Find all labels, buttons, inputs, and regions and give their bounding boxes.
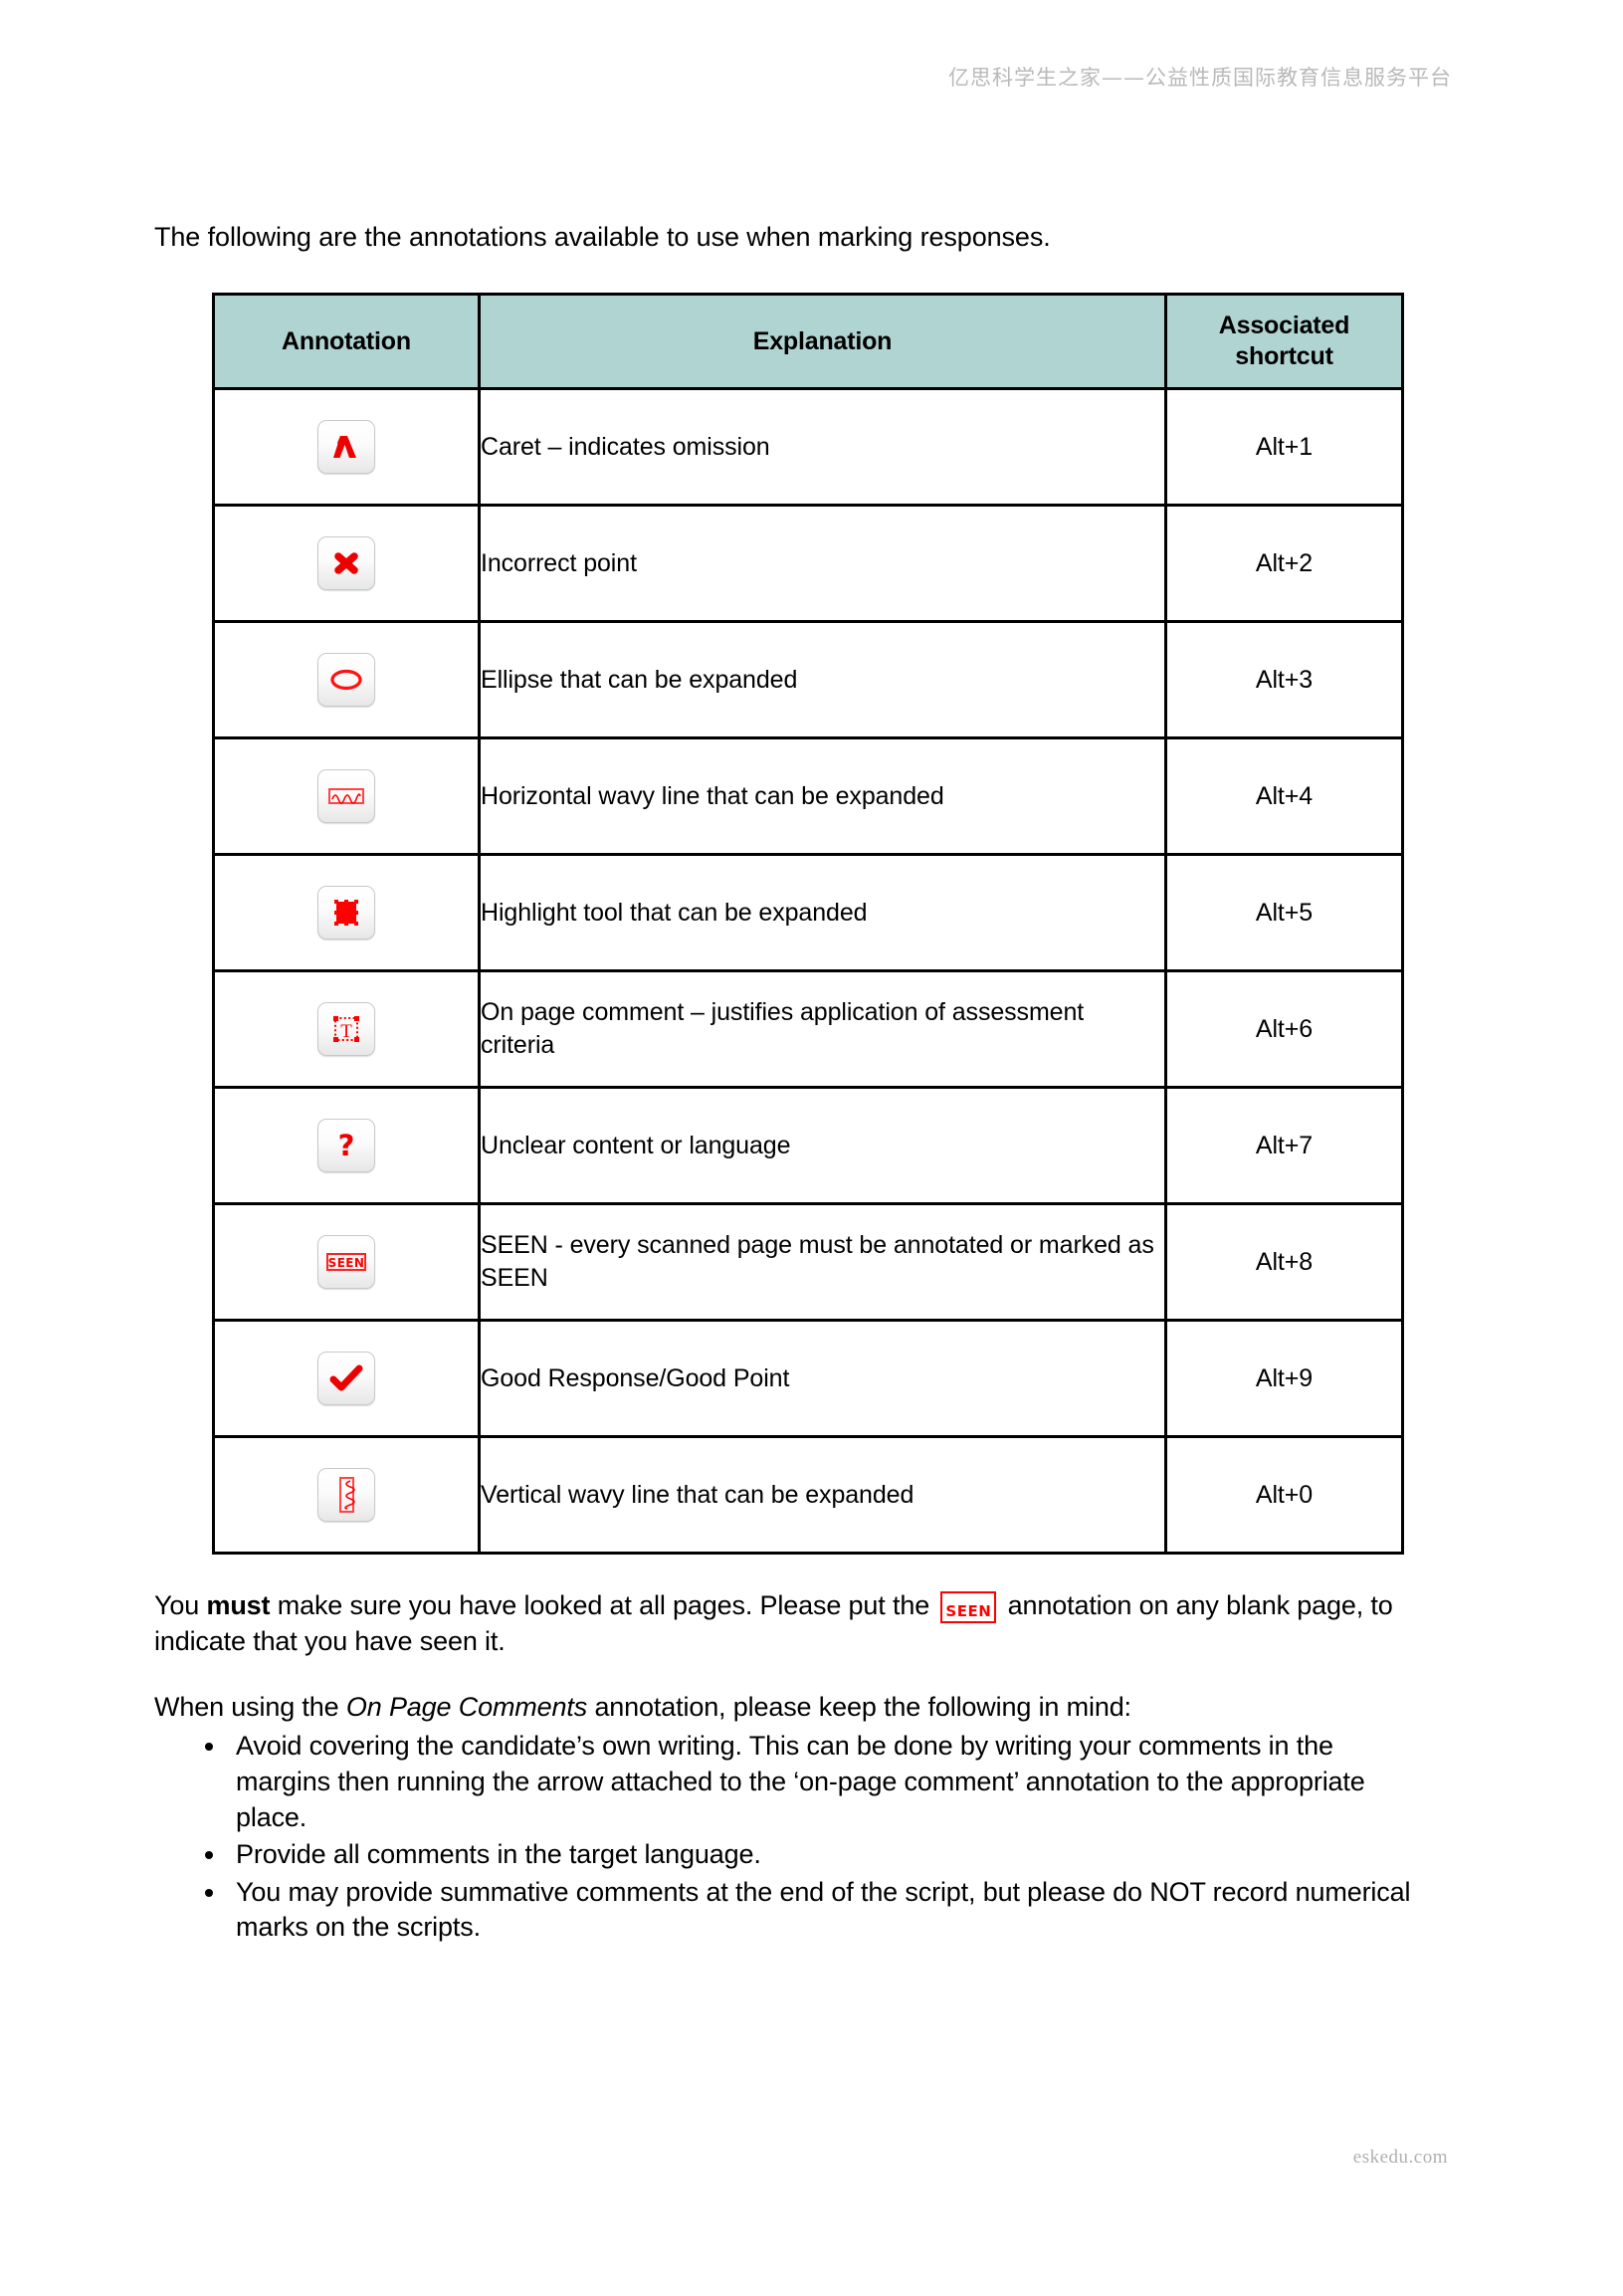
on-page-comment-icon[interactable]: T [317,1002,375,1057]
on-page-comments-paragraph: When using the On Page Comments annotati… [154,1690,1413,1726]
must-tail: annotation on any blank page, to indicat… [154,1590,1393,1657]
highlight-icon[interactable] [317,886,375,940]
annotation-icon-cell [212,853,481,973]
guidance-bullet-list: Avoid covering the candidate’s own writi… [154,1729,1413,1946]
must-paragraph: You must make sure you have looked at al… [154,1588,1413,1659]
shortcut-cell: Alt+9 [1164,1319,1404,1439]
table-row: Good Response/Good Point Alt+9 [212,1319,1404,1439]
explanation-cell: Highlight tool that can be expanded [478,853,1167,973]
annotations-table: Annotation Explanation Associated shortc… [212,293,1404,1556]
list-item: Provide all comments in the target langu… [228,1837,1413,1873]
explanation-cell: Unclear content or language [478,1086,1167,1206]
table-row: Caret – indicates omission Alt+1 [212,387,1404,508]
document-page: The following are the annotations availa… [154,219,1413,1948]
seen-stamp-icon[interactable]: SEEN [317,1235,375,1290]
svg-text:T: T [340,1021,352,1042]
question-mark-icon[interactable]: ? [317,1119,375,1173]
shortcut-cell: Alt+2 [1164,504,1404,624]
table-row: ? Unclear content or language Alt+7 [212,1086,1404,1206]
horizontal-wavy-line-icon[interactable] [317,769,375,824]
seen-stamp-inline-icon: SEEN [940,1591,997,1624]
shortcut-cell: Alt+0 [1164,1435,1404,1556]
shortcut-cell: Alt+7 [1164,1086,1404,1206]
checkmark-icon[interactable] [317,1352,375,1406]
annotation-icon-cell [212,1319,481,1439]
table-row: SEEN SEEN - every scanned page must be a… [212,1202,1404,1323]
explanation-cell: Ellipse that can be expanded [478,620,1167,740]
cross-icon[interactable] [317,536,375,591]
svg-text:SEEN: SEEN [328,1256,365,1270]
shortcut-cell: Alt+4 [1164,736,1404,857]
shortcut-cell: Alt+3 [1164,620,1404,740]
table-row: Vertical wavy line that can be expanded … [212,1435,1404,1556]
table-row: Horizontal wavy line that can be expande… [212,736,1404,857]
must-bold: must [206,1590,271,1621]
table-row: Highlight tool that can be expanded Alt+… [212,853,1404,973]
annotation-icon-cell [212,504,481,624]
onpage-after: annotation, please keep the following in… [587,1691,1131,1722]
intro-paragraph: The following are the annotations availa… [154,222,1051,252]
header-associated-shortcut: Associated shortcut [1164,293,1404,391]
annotation-icon-cell [212,736,481,857]
annotation-icon-cell [212,1435,481,1556]
vertical-wavy-line-icon[interactable] [317,1468,375,1523]
caret-icon[interactable] [317,420,375,475]
table-row: Incorrect point Alt+2 [212,504,1404,624]
header-shortcut-line1: Associated [1218,312,1350,340]
explanation-cell: SEEN - every scanned page must be annota… [478,1202,1167,1323]
explanation-cell: Horizontal wavy line that can be expande… [478,736,1167,857]
seen-inline-label: SEEN [945,1602,992,1621]
header-annotation: Annotation [212,293,481,391]
annotation-icon-cell: SEEN [212,1202,481,1323]
onpage-italic: On Page Comments [345,1691,588,1722]
explanation-cell: Vertical wavy line that can be expanded [478,1435,1167,1556]
table-header-row: Annotation Explanation Associated shortc… [212,293,1404,391]
list-item: You may provide summative comments at th… [228,1875,1413,1946]
site-watermark-header: 亿思科学生之家——公益性质国际教育信息服务平台 [948,66,1452,90]
header-shortcut-line2: shortcut [1235,342,1333,371]
ellipse-icon[interactable] [317,653,375,708]
shortcut-cell: Alt+8 [1164,1202,1404,1323]
onpage-before: When using the [154,1691,346,1722]
explanation-cell: On page comment – justifies application … [478,969,1167,1090]
svg-text:?: ? [338,1129,355,1162]
explanation-cell: Incorrect point [478,504,1167,624]
shortcut-cell: Alt+6 [1164,969,1404,1090]
header-explanation: Explanation [478,293,1167,391]
must-after: make sure you have looked at all pages. … [270,1590,937,1621]
table-row: T On page comment – justifies applicatio… [212,969,1404,1090]
annotation-icon-cell [212,620,481,740]
explanation-cell: Caret – indicates omission [478,387,1167,508]
annotation-icon-cell: T [212,969,481,1090]
table-row: Ellipse that can be expanded Alt+3 [212,620,1404,740]
must-before: You [154,1590,207,1621]
explanation-cell: Good Response/Good Point [478,1319,1167,1439]
annotation-icon-cell: ? [212,1086,481,1206]
site-watermark-footer: eskedu.com [1352,2147,1448,2168]
list-item: Avoid covering the candidate’s own writi… [228,1729,1413,1835]
shortcut-cell: Alt+1 [1164,387,1404,508]
shortcut-cell: Alt+5 [1164,853,1404,973]
annotation-icon-cell [212,387,481,508]
